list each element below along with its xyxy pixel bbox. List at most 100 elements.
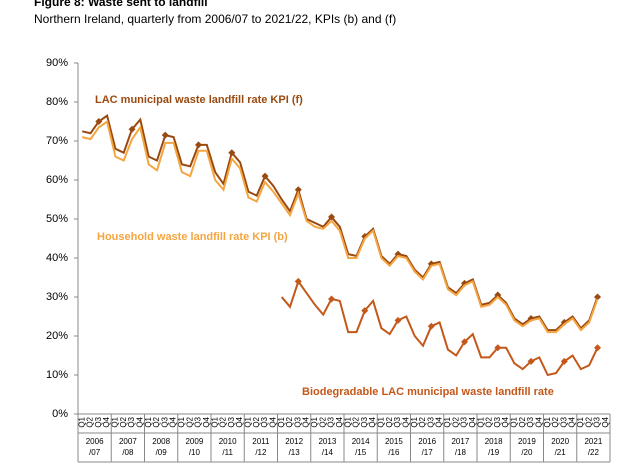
- y-tick-label: 70%: [46, 135, 68, 147]
- x-group-label: 2013: [318, 437, 336, 446]
- x-group-label: /14: [322, 448, 334, 457]
- x-tick-label: Q1: [277, 416, 286, 427]
- x-group-label: 2016: [418, 437, 436, 446]
- x-tick-label: Q3: [293, 416, 302, 427]
- x-group-label: 2006: [86, 437, 104, 446]
- x-group-label: 2011: [252, 437, 270, 446]
- x-tick-label: Q2: [485, 416, 494, 427]
- x-tick-label: Q3: [393, 416, 402, 427]
- x-tick-label: Q4: [202, 416, 211, 427]
- marker: [361, 233, 369, 241]
- x-group-label: 2015: [385, 437, 403, 446]
- x-group-label: /10: [189, 448, 201, 457]
- x-group-label: /13: [289, 448, 301, 457]
- x-group-label: /21: [555, 448, 567, 457]
- x-tick-label: Q3: [526, 416, 535, 427]
- x-tick-label: Q3: [260, 416, 269, 427]
- x-group-label: /12: [255, 448, 267, 457]
- x-group-label: 2008: [152, 437, 170, 446]
- marker: [394, 316, 402, 324]
- chart-subtitle: Northern Ireland, quarterly from 2006/07…: [34, 12, 396, 26]
- x-group-label: /09: [156, 448, 168, 457]
- marker: [328, 295, 336, 303]
- y-tick-label: 10%: [46, 369, 68, 381]
- x-tick-label: Q1: [377, 416, 386, 427]
- x-group-label: 2020: [551, 437, 569, 446]
- x-tick-label: Q1: [343, 416, 352, 427]
- x-tick-label: Q2: [352, 416, 361, 427]
- x-tick-label: Q3: [160, 416, 169, 427]
- marker: [161, 131, 169, 139]
- x-tick-label: Q4: [368, 416, 377, 427]
- series-line: [280, 279, 599, 377]
- x-group-label: /11: [222, 448, 233, 457]
- x-tick-label: Q2: [119, 416, 128, 427]
- x-group-label: 2007: [119, 437, 137, 446]
- marker: [294, 277, 302, 285]
- x-group-label: /07: [89, 448, 101, 457]
- x-group-label: /08: [122, 448, 134, 457]
- x-tick-label: Q3: [127, 416, 136, 427]
- x-tick-label: Q1: [576, 416, 585, 427]
- x-tick-label: Q1: [443, 416, 452, 427]
- x-tick-label: Q3: [426, 416, 435, 427]
- chart-title: Figure 8: Waste sent to landfill: [34, 0, 208, 9]
- x-tick-label: Q2: [152, 416, 161, 427]
- marker: [461, 338, 469, 346]
- marker: [195, 141, 203, 149]
- x-tick-label: Q3: [593, 416, 602, 427]
- marker: [294, 186, 302, 194]
- x-group-label: 2014: [352, 437, 370, 446]
- x-tick-label: Q3: [227, 416, 236, 427]
- marker: [261, 172, 269, 180]
- x-tick-label: Q2: [285, 416, 294, 427]
- y-tick-label: 80%: [46, 96, 68, 108]
- x-group-label: /17: [422, 448, 434, 457]
- marker: [228, 149, 236, 157]
- marker: [128, 125, 136, 133]
- x-group-label: /15: [355, 448, 367, 457]
- marker: [560, 357, 568, 365]
- marker: [95, 118, 103, 125]
- x-tick-label: Q2: [385, 416, 394, 427]
- x-group-label: /22: [588, 448, 600, 457]
- x-tick-label: Q4: [401, 416, 410, 427]
- x-group-label: 2012: [285, 437, 303, 446]
- x-group-label: 2021: [584, 437, 602, 446]
- x-tick-label: Q4: [501, 416, 510, 427]
- series-label: LAC municipal waste landfill rate KPI (f…: [95, 94, 303, 106]
- x-tick-label: Q3: [493, 416, 502, 427]
- x-tick-label: Q4: [468, 416, 477, 427]
- x-tick-label: Q1: [177, 416, 186, 427]
- marker: [427, 322, 435, 330]
- x-tick-label: Q2: [451, 416, 460, 427]
- x-tick-label: Q3: [460, 416, 469, 427]
- series-line: [81, 114, 599, 332]
- x-tick-label: Q2: [219, 416, 228, 427]
- x-tick-label: Q2: [584, 416, 593, 427]
- marker: [328, 213, 336, 221]
- x-tick-label: Q2: [518, 416, 527, 427]
- x-tick-label: Q3: [94, 416, 103, 427]
- x-tick-label: Q4: [568, 416, 577, 427]
- x-tick-label: Q4: [102, 416, 111, 427]
- x-tick-label: Q1: [310, 416, 319, 427]
- x-tick-label: Q4: [235, 416, 244, 427]
- series-line: [81, 119, 599, 334]
- x-group-label: /16: [388, 448, 400, 457]
- x-tick-label: Q1: [144, 416, 153, 427]
- marker: [527, 357, 535, 365]
- x-tick-label: Q1: [410, 416, 419, 427]
- x-tick-label: Q3: [559, 416, 568, 427]
- y-tick-label: 90%: [46, 57, 68, 69]
- series-label: Household waste landfill rate KPI (b): [97, 231, 288, 243]
- marker: [494, 291, 502, 299]
- x-group-label: /20: [521, 448, 533, 457]
- x-tick-label: Q4: [302, 416, 311, 427]
- y-tick-label: 20%: [46, 330, 68, 342]
- x-tick-label: Q4: [169, 416, 178, 427]
- x-tick-label: Q4: [601, 416, 610, 427]
- x-group-label: 2009: [185, 437, 203, 446]
- x-tick-label: Q3: [194, 416, 203, 427]
